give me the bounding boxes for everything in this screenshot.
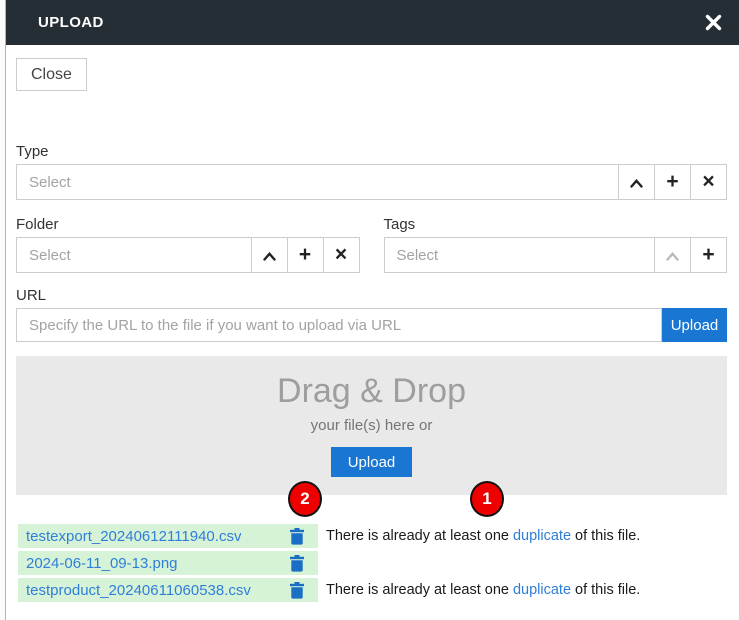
message-text: There is already at least one	[326, 528, 509, 544]
modal-header: UPLOAD	[6, 0, 739, 45]
close-icon[interactable]	[705, 14, 722, 31]
file-chip: testexport_20240612111940.csv	[18, 524, 318, 548]
trash-icon[interactable]	[290, 554, 304, 572]
folder-label: Folder	[16, 216, 59, 233]
annotation-callout-1: 1	[470, 481, 504, 517]
duplicate-link[interactable]: duplicate	[512, 528, 572, 544]
message-text: of this file.	[575, 528, 641, 544]
type-select-group: + ×	[16, 164, 727, 200]
annotation-callout-2: 2	[288, 481, 322, 517]
url-row: Upload	[16, 308, 727, 342]
type-collapse-button[interactable]	[618, 165, 654, 199]
plus-icon: +	[666, 170, 679, 193]
folder-add-button[interactable]: +	[286, 238, 323, 272]
folder-collapse-button[interactable]	[250, 238, 287, 272]
duplicate-message: There is already at least one duplicate …	[326, 528, 640, 544]
clear-x-icon: ×	[334, 243, 348, 266]
chevron-up-icon	[630, 170, 643, 194]
chevron-up-icon	[262, 243, 276, 267]
file-chip: testproduct_20240611060538.csv	[18, 578, 318, 602]
type-label: Type	[16, 143, 49, 160]
callout-number: 1	[482, 489, 492, 508]
type-clear-button[interactable]: ×	[690, 165, 726, 199]
folder-field: Folder + ×	[16, 216, 360, 273]
duplicate-message: There is already at least one duplicate …	[326, 582, 640, 598]
plus-icon: +	[702, 243, 715, 266]
folder-clear-button[interactable]: ×	[322, 238, 359, 272]
dropzone-subtitle: your file(s) here or	[310, 417, 433, 434]
message-text: There is already at least one	[326, 582, 509, 598]
plus-icon: +	[298, 243, 312, 266]
url-upload-button[interactable]: Upload	[662, 308, 727, 342]
tags-add-button[interactable]: +	[690, 238, 726, 272]
tags-select-input[interactable]	[384, 238, 654, 272]
uploaded-file-list: testexport_20240612111940.csv There is a…	[16, 524, 727, 602]
trash-icon[interactable]	[290, 527, 304, 545]
tags-label: Tags	[383, 216, 416, 233]
file-row: 2024-06-11_09-13.png	[16, 551, 727, 575]
file-chip: 2024-06-11_09-13.png	[18, 551, 318, 575]
file-row: testproduct_20240611060538.csv There is …	[16, 578, 727, 602]
folder-select-group: + ×	[16, 237, 360, 273]
chevron-up-icon	[666, 243, 679, 267]
file-name-link[interactable]: testproduct_20240611060538.csv	[26, 581, 251, 599]
modal-body: Close Type + × Folder	[6, 45, 739, 602]
dropzone-upload-button[interactable]: Upload	[330, 447, 413, 477]
folder-select-input[interactable]	[17, 238, 251, 272]
type-add-button[interactable]: +	[654, 165, 690, 199]
page-background-edge	[0, 0, 6, 620]
dropzone-title: Drag & Drop	[277, 372, 466, 410]
tags-collapse-button[interactable]	[654, 238, 690, 272]
tags-field: Tags +	[383, 216, 727, 273]
callout-number: 2	[300, 489, 310, 508]
url-input[interactable]	[16, 308, 662, 342]
type-select-input[interactable]	[17, 165, 618, 199]
file-row: testexport_20240612111940.csv There is a…	[16, 524, 727, 548]
upload-modal: UPLOAD Close Type + × Fol	[6, 0, 739, 620]
close-button[interactable]: Close	[16, 58, 87, 91]
dropzone[interactable]: Drag & Drop your file(s) here or Upload	[16, 356, 727, 495]
file-name-link[interactable]: 2024-06-11_09-13.png	[26, 554, 178, 572]
message-text: of this file.	[575, 582, 641, 598]
trash-icon[interactable]	[290, 581, 304, 599]
url-label: URL	[16, 287, 47, 304]
file-name-link[interactable]: testexport_20240612111940.csv	[26, 527, 242, 545]
modal-title: UPLOAD	[38, 14, 104, 31]
clear-x-icon: ×	[702, 170, 715, 193]
duplicate-link[interactable]: duplicate	[512, 582, 572, 598]
tags-select-group: +	[383, 237, 727, 273]
